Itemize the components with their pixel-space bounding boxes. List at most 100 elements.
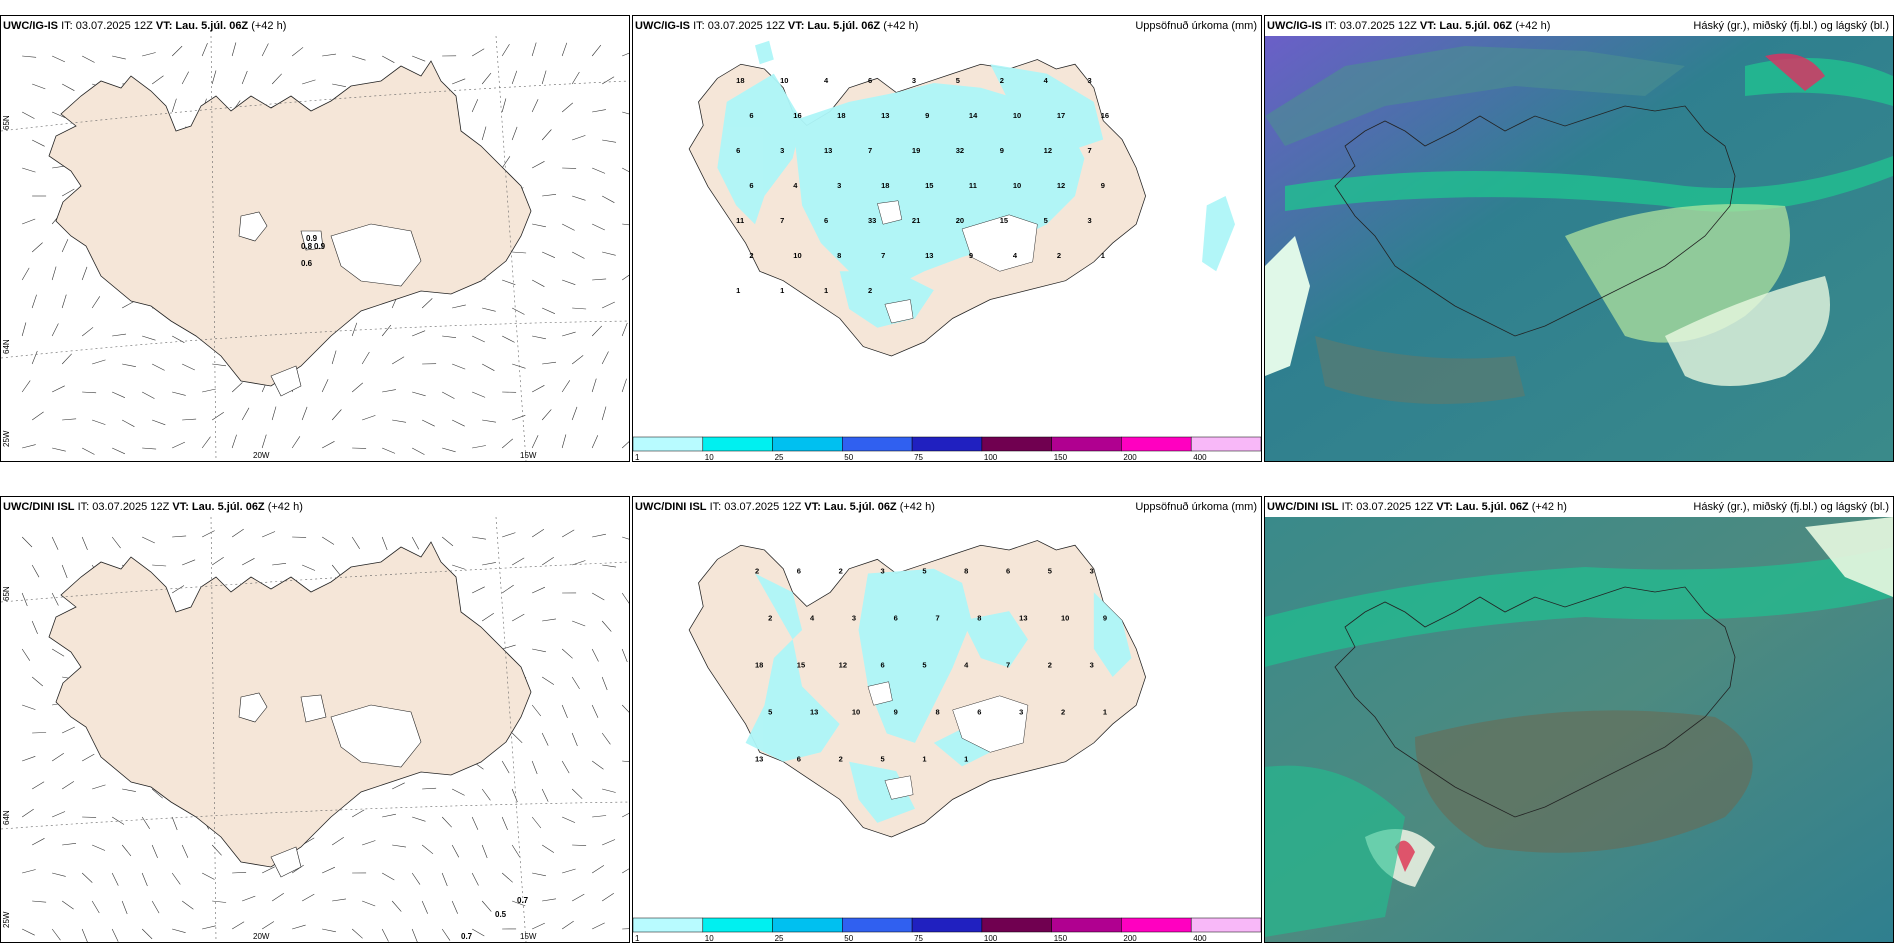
colorbar-tick: 200 [1123,934,1137,942]
glaciers [867,681,1029,800]
wind-barb [121,844,132,857]
colorbar-swatch [911,436,983,452]
wind-barb [22,218,36,225]
precip-value: 2 [1000,76,1004,85]
wind-barb [81,753,95,762]
wind-barb [322,866,336,874]
panel-title: Uppsöfnuð úrkoma (mm) [1135,501,1257,513]
precip-value: 3 [1090,661,1094,670]
wind-barb [411,928,418,942]
wind-barb [532,223,546,228]
glaciers [238,211,422,397]
wind-barb [562,223,575,231]
wind-barb [571,893,585,902]
wind-barb [381,324,392,337]
wind-barb [622,111,629,115]
wind-barb [532,586,546,594]
wind-barb [621,274,629,281]
wind-barb [21,267,30,281]
wind-barb [601,620,612,632]
panel-header: UWC/IG-IS IT: 03.07.2025 12Z VT: Lau. 5.… [1265,16,1893,36]
precip-value: 13 [925,251,933,260]
wind-barb [121,419,135,427]
colorbar-tick: 75 [914,934,923,942]
model-name: UWC/IG-IS [635,20,690,32]
precip-value: 4 [1013,251,1018,260]
wind-barb [22,444,36,449]
precip-value: 8 [837,251,841,260]
precip-value: 5 [1044,216,1048,225]
panel-title: Uppsöfnuð úrkoma (mm) [1135,20,1257,32]
wind-barb [381,872,395,881]
wind-barb [171,98,177,113]
wind-barb [412,816,426,822]
wind-barb [591,378,597,393]
wind-barb [471,928,485,937]
precip-value: 33 [868,216,876,225]
precip-value: 13 [1019,614,1027,623]
model-name: UWC/IG-IS [3,20,58,32]
lead-time: (+42 h) [267,501,303,513]
precip-value: 10 [852,708,860,717]
precip-value: 6 [880,661,884,670]
precip-value: 13 [755,755,763,764]
precip-value: 10 [1013,111,1021,120]
wind-barb [472,445,486,449]
wind-barb [601,351,609,365]
wind-barb [532,872,546,877]
wind-barb [241,70,248,85]
precip-value: 3 [1088,76,1092,85]
precip-value: 1 [780,286,784,295]
precip-value: 15 [925,181,933,190]
lon-label: 15W [520,451,537,460]
precip-value: 6 [1006,566,1010,575]
precip-value: 15 [1000,216,1008,225]
lon-label: 15W [520,932,537,941]
wind-barb [331,564,342,577]
wind-barb [51,323,59,337]
colorbar-tick: 100 [984,453,998,461]
wind-barb [62,418,77,421]
colorbar-swatch [1190,917,1261,933]
precip-value: 5 [922,661,926,670]
precip-value: 21 [912,216,920,225]
wind-barb [591,435,599,449]
colorbar-tick: 150 [1054,934,1068,942]
wind-barb [392,782,405,790]
wind-barb [321,536,335,545]
precip-value: 6 [797,755,801,764]
wind-barb [421,298,433,309]
precip-value: 6 [749,111,753,120]
wind-barb [501,760,510,774]
wind-barb [602,839,616,846]
wind-barb [531,99,539,113]
wind-barb [151,844,158,859]
precip-value: 18 [881,181,889,190]
precip-value: 9 [925,111,929,120]
valid-time: VT: Lau. 5.júl. 06Z [1419,20,1513,32]
wind-barb [572,307,587,310]
wind-barb [591,592,605,601]
precip-value: 2 [839,566,843,575]
wind-barb [592,109,606,113]
precip-value: 1 [964,755,968,764]
colorbar-tick: 150 [1054,453,1068,461]
wind-barb [511,844,520,858]
wind-barb [531,816,542,829]
wind-barb [81,928,88,942]
wind-barb [152,419,166,426]
colorbar-tick: 50 [844,934,853,942]
colorbar-tick: 10 [705,934,714,942]
wind-barb [452,363,466,370]
wind-barb [321,441,335,449]
wind-barb [561,380,571,393]
wind-barb [22,55,37,58]
wind-barb [31,781,45,790]
wind-barb [351,536,360,549]
wind-barb [231,434,237,449]
wind-barb [442,447,456,453]
wind-barb [411,536,420,550]
model-name: UWC/DINI ISL [1267,501,1339,513]
wind-barb [111,928,119,942]
wind-barb [592,167,606,174]
